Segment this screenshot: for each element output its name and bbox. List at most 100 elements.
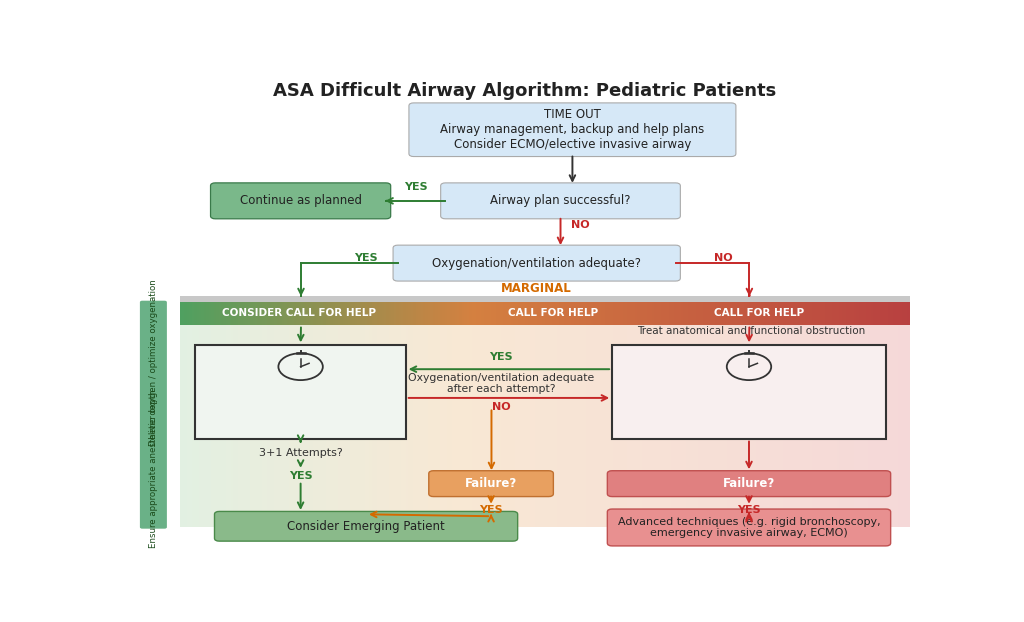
Bar	[269, 302, 272, 325]
Bar	[783, 302, 786, 325]
Bar	[870, 302, 873, 325]
Bar	[851, 302, 854, 325]
Bar	[189, 302, 193, 325]
FancyBboxPatch shape	[607, 509, 891, 546]
Bar	[827, 302, 830, 325]
Bar	[389, 325, 392, 527]
Bar	[780, 325, 784, 527]
Bar	[690, 302, 694, 325]
Bar	[683, 302, 686, 325]
Bar	[839, 302, 843, 325]
Bar	[788, 325, 792, 527]
Bar	[897, 325, 901, 527]
Bar	[552, 302, 555, 325]
Bar	[656, 302, 659, 325]
Bar	[861, 302, 864, 325]
Bar	[216, 302, 219, 325]
Text: YES: YES	[403, 182, 427, 192]
Bar	[447, 302, 451, 325]
Bar	[550, 302, 553, 325]
Bar	[746, 302, 750, 325]
Bar	[241, 325, 244, 527]
Bar	[900, 302, 903, 325]
Bar	[810, 325, 813, 527]
Bar	[761, 325, 765, 527]
Bar	[527, 302, 530, 325]
Bar	[255, 302, 258, 325]
Bar	[289, 325, 292, 527]
Bar	[202, 325, 205, 527]
Bar	[354, 325, 358, 527]
Bar	[233, 325, 237, 527]
Bar	[596, 325, 599, 527]
Bar	[382, 302, 385, 325]
Bar	[494, 302, 497, 325]
Text: Advanced techniques (e.g. rigid bronchoscopy,
emergency invasive airway, ECMO): Advanced techniques (e.g. rigid bronchos…	[617, 517, 881, 538]
Text: TIME OUT
Airway management, backup and help plans
Consider ECMO/elective invasiv: TIME OUT Airway management, backup and h…	[440, 108, 705, 151]
Bar	[301, 302, 304, 325]
Bar	[866, 302, 869, 325]
Bar	[313, 302, 316, 325]
Bar	[732, 325, 735, 527]
Bar	[182, 325, 185, 527]
Bar	[238, 325, 242, 527]
Bar	[280, 325, 283, 527]
Bar	[854, 325, 857, 527]
Bar	[754, 325, 757, 527]
Bar	[793, 302, 796, 325]
Bar	[698, 302, 701, 325]
Bar	[708, 302, 711, 325]
Bar	[861, 325, 864, 527]
Bar	[710, 325, 714, 527]
Bar	[788, 302, 792, 325]
Bar	[868, 325, 871, 527]
Bar	[540, 302, 543, 325]
Bar	[538, 302, 541, 325]
Bar	[511, 325, 514, 527]
Bar	[246, 302, 249, 325]
Bar	[819, 325, 823, 527]
Bar	[605, 325, 608, 527]
Bar	[440, 302, 443, 325]
Bar	[301, 325, 304, 527]
Bar	[706, 325, 709, 527]
Bar	[873, 325, 877, 527]
Bar	[571, 325, 574, 527]
Bar	[584, 325, 587, 527]
Bar	[236, 302, 239, 325]
Bar	[287, 302, 290, 325]
Bar	[406, 325, 410, 527]
Bar	[282, 325, 285, 527]
Bar	[365, 302, 368, 325]
Bar	[352, 325, 355, 527]
Bar	[671, 325, 675, 527]
Bar	[269, 325, 272, 527]
Bar	[686, 302, 689, 325]
Bar	[718, 302, 721, 325]
Bar	[418, 325, 421, 527]
Bar	[759, 302, 762, 325]
Bar	[338, 302, 341, 325]
Bar	[211, 325, 214, 527]
Bar	[501, 325, 504, 527]
Bar	[681, 325, 684, 527]
Bar	[722, 302, 726, 325]
Bar	[778, 325, 781, 527]
Bar	[632, 325, 636, 527]
Bar	[267, 302, 270, 325]
Bar	[389, 302, 392, 325]
Bar	[365, 325, 368, 527]
Bar	[644, 302, 647, 325]
Bar	[191, 325, 195, 527]
Bar	[469, 302, 472, 325]
Bar	[831, 302, 835, 325]
Bar	[632, 302, 636, 325]
Bar	[345, 325, 348, 527]
Bar	[569, 325, 572, 527]
Bar	[375, 302, 378, 325]
Bar	[238, 302, 242, 325]
Bar	[776, 325, 779, 527]
Bar	[822, 302, 825, 325]
Bar	[195, 302, 198, 325]
Bar	[296, 302, 300, 325]
